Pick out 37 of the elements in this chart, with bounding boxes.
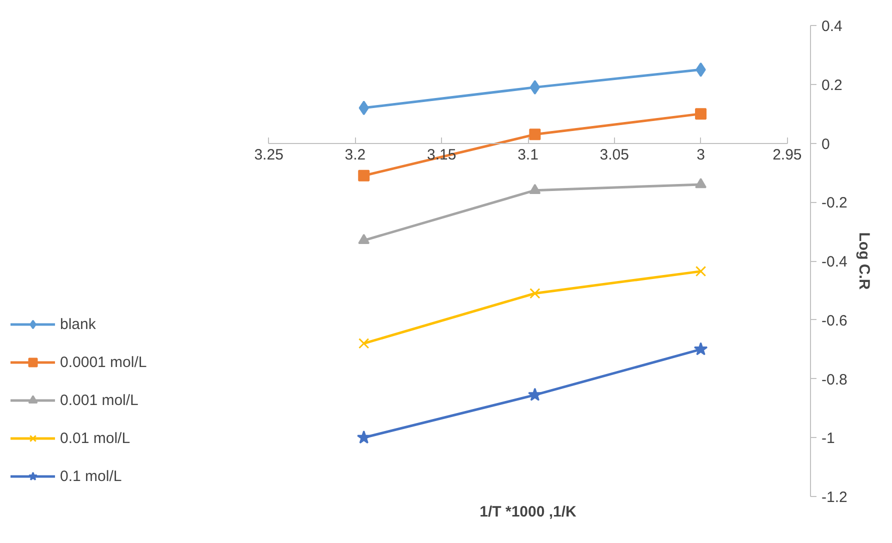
y-axis-title: Log C.R [855,232,872,290]
point [694,342,708,356]
x-tick-label: 3.1 [518,146,538,164]
point [695,108,707,120]
y-tick-label: -0.6 [822,312,848,330]
point [358,234,370,244]
point [528,388,542,401]
y-tick-label: -1.2 [822,489,848,506]
x-tick-label: 2.95 [772,146,802,164]
legend-label: 0.001 mol/L [60,392,138,408]
point [530,80,540,95]
point [695,178,707,188]
x-tick-label: 3.25 [254,146,284,164]
point [695,266,706,277]
point [356,430,371,444]
x-tick-label: 3.05 [600,146,629,164]
point [529,128,541,140]
y-tick-label: 0.2 [822,76,842,94]
y-tick-label: 0 [822,136,830,153]
point [530,288,540,299]
legend-label: 0.0001 mol/L [60,354,147,370]
point [358,100,369,116]
point [529,184,541,194]
x-tick-label: 3.2 [344,146,366,164]
y-tick-label: -0.8 [822,371,848,388]
y-tick-label: -0.4 [822,254,848,270]
y-tick-label: -1 [822,430,835,448]
legend-label: blank [60,316,96,332]
y-tick-label: 0.4 [822,18,842,35]
point [358,170,370,182]
x-tick-label: 3 [696,146,705,164]
point [696,62,706,77]
point [358,338,370,349]
legend-label: 0.1 mol/L [60,468,122,484]
y-tick-label: -0.2 [822,194,848,212]
x-axis-title: 1/T *1000 ,1/K [480,504,577,520]
legend-label: 0.01 mol/L [60,430,130,446]
